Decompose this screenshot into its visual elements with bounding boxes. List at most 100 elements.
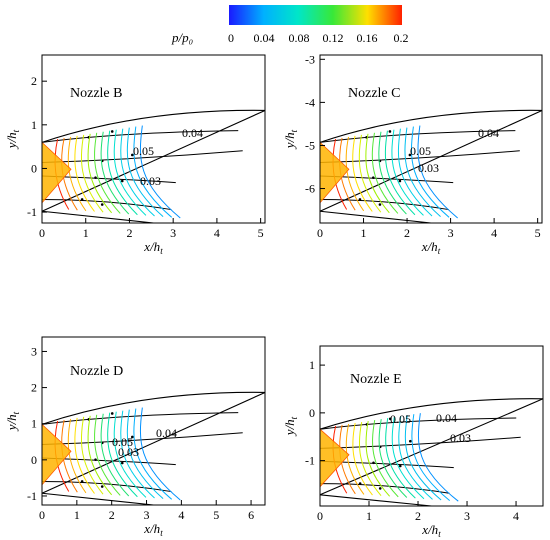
contour-value-label: 0.04 xyxy=(156,426,177,440)
nozzle-title: Nozzle C xyxy=(348,86,400,101)
contour-value-label: 0.05 xyxy=(133,144,154,158)
x-tick-label: 6 xyxy=(248,508,254,522)
pressure-contour xyxy=(391,417,425,500)
nozzle-title: Nozzle D xyxy=(70,364,123,379)
x-tick-label: 4 xyxy=(513,509,519,523)
streamline-marker xyxy=(358,482,362,485)
x-tick-label: 1 xyxy=(366,509,372,523)
pressure-contour xyxy=(358,421,382,496)
pressure-contour xyxy=(94,132,121,214)
streamline-marker xyxy=(100,203,104,206)
x-tick-label: 2 xyxy=(415,509,421,523)
colorbar-tick-label: 0.12 xyxy=(323,31,344,45)
contour-value-label: 0.03 xyxy=(450,431,471,445)
pressure-contour xyxy=(398,416,433,500)
pressure-contour xyxy=(87,133,113,214)
streamline-marker xyxy=(120,461,124,465)
pressure-contour xyxy=(365,133,390,214)
contour-value-label: 0.04 xyxy=(436,411,457,425)
x-tick-label: 2 xyxy=(404,226,410,240)
contour-value-label: 0.03 xyxy=(140,174,161,188)
streamline xyxy=(41,432,243,446)
x-axis-label-subscript: t xyxy=(160,528,163,538)
streamline xyxy=(319,130,516,143)
pressure-contour xyxy=(133,126,173,218)
y-axis-label-subscript: t xyxy=(289,416,299,419)
pressure-contour xyxy=(365,420,391,497)
streamline xyxy=(41,130,239,143)
x-tick-label: 2 xyxy=(109,508,115,522)
y-axis-label-subscript: t xyxy=(11,129,21,132)
y-tick-label: 2 xyxy=(31,74,37,88)
x-tick-label: 1 xyxy=(74,508,80,522)
x-tick-label: 4 xyxy=(178,508,184,522)
pressure-contour xyxy=(410,126,450,218)
colorbar: p/p₀ 0 0.04 0.08 0.12 0.16 0.2 xyxy=(171,5,409,45)
y-tick-label: -3 xyxy=(305,52,315,66)
x-tick-label: 3 xyxy=(144,508,150,522)
x-tick-label: 0 xyxy=(39,226,45,240)
streamline-marker xyxy=(388,130,392,133)
x-tick-label: 3 xyxy=(170,226,176,240)
pressure-contour xyxy=(404,415,442,501)
colorbar-tick-label: 0.04 xyxy=(254,31,275,45)
pressure-contour xyxy=(74,135,95,212)
nozzle-title: Nozzle B xyxy=(70,86,122,101)
y-tick-label: -4 xyxy=(305,95,315,109)
streamline-marker xyxy=(388,417,392,421)
pressure-contour xyxy=(139,407,181,501)
streamline-marker xyxy=(358,198,362,201)
streamline-marker xyxy=(120,179,124,183)
pressure-contour xyxy=(352,422,373,496)
streamline xyxy=(41,198,172,211)
y-tick-label: 1 xyxy=(31,417,37,431)
x-tick-label: 0 xyxy=(317,509,323,523)
nozzle-lower-wall xyxy=(319,210,432,224)
colorbar-tick-label: 0.16 xyxy=(357,31,378,45)
streamline-marker xyxy=(94,458,97,461)
x-axis-label: x/ht xyxy=(143,239,163,256)
colorbar-gradient xyxy=(229,5,402,25)
pressure-contour xyxy=(120,128,155,217)
pressure-contour xyxy=(372,420,399,498)
chart-panel: 0 1 2 3 4 -1 0 1 x/ht y/ht Nozzle E 0.05 0.04 0.03 xyxy=(282,345,544,539)
y-tick-label: 0 xyxy=(31,161,37,175)
high-pressure-region xyxy=(319,428,350,488)
nozzle-ramp-wall xyxy=(319,109,543,212)
plot-frame xyxy=(319,54,543,224)
streamline-marker xyxy=(80,198,84,201)
pressure-contour xyxy=(100,131,130,215)
y-tick-label: -5 xyxy=(305,138,315,152)
pressure-contour xyxy=(120,410,155,499)
x-axis-label-subscript: t xyxy=(160,246,163,256)
nozzle-upper-wall xyxy=(41,109,266,143)
y-tick-label: 1 xyxy=(309,358,315,372)
pressure-contour xyxy=(113,411,147,498)
streamline-marker xyxy=(100,485,104,488)
nozzle-lower-wall xyxy=(41,210,154,224)
streamline-marker xyxy=(80,480,84,483)
streamline-marker xyxy=(378,203,382,206)
y-tick-label: -1 xyxy=(305,454,315,468)
y-axis-label-subscript: t xyxy=(289,129,299,132)
pressure-contour xyxy=(417,413,459,502)
pressure-contour xyxy=(87,415,113,496)
plot-frame xyxy=(319,345,544,507)
nozzle-ramp-wall xyxy=(41,109,266,212)
streamline-marker xyxy=(372,461,375,465)
streamline-marker xyxy=(378,487,382,490)
y-axis-label: y/ht xyxy=(4,411,21,432)
x-tick-label: 1 xyxy=(361,226,367,240)
nozzle-upper-wall xyxy=(319,398,544,430)
streamline xyxy=(41,480,172,493)
nozzle-lower-wall xyxy=(41,492,154,506)
x-tick-label: 3 xyxy=(464,509,470,523)
pressure-contour xyxy=(358,134,382,213)
streamline-marker xyxy=(110,130,114,133)
pressure-contour xyxy=(352,135,373,212)
nozzle-ramp-wall xyxy=(319,398,544,496)
